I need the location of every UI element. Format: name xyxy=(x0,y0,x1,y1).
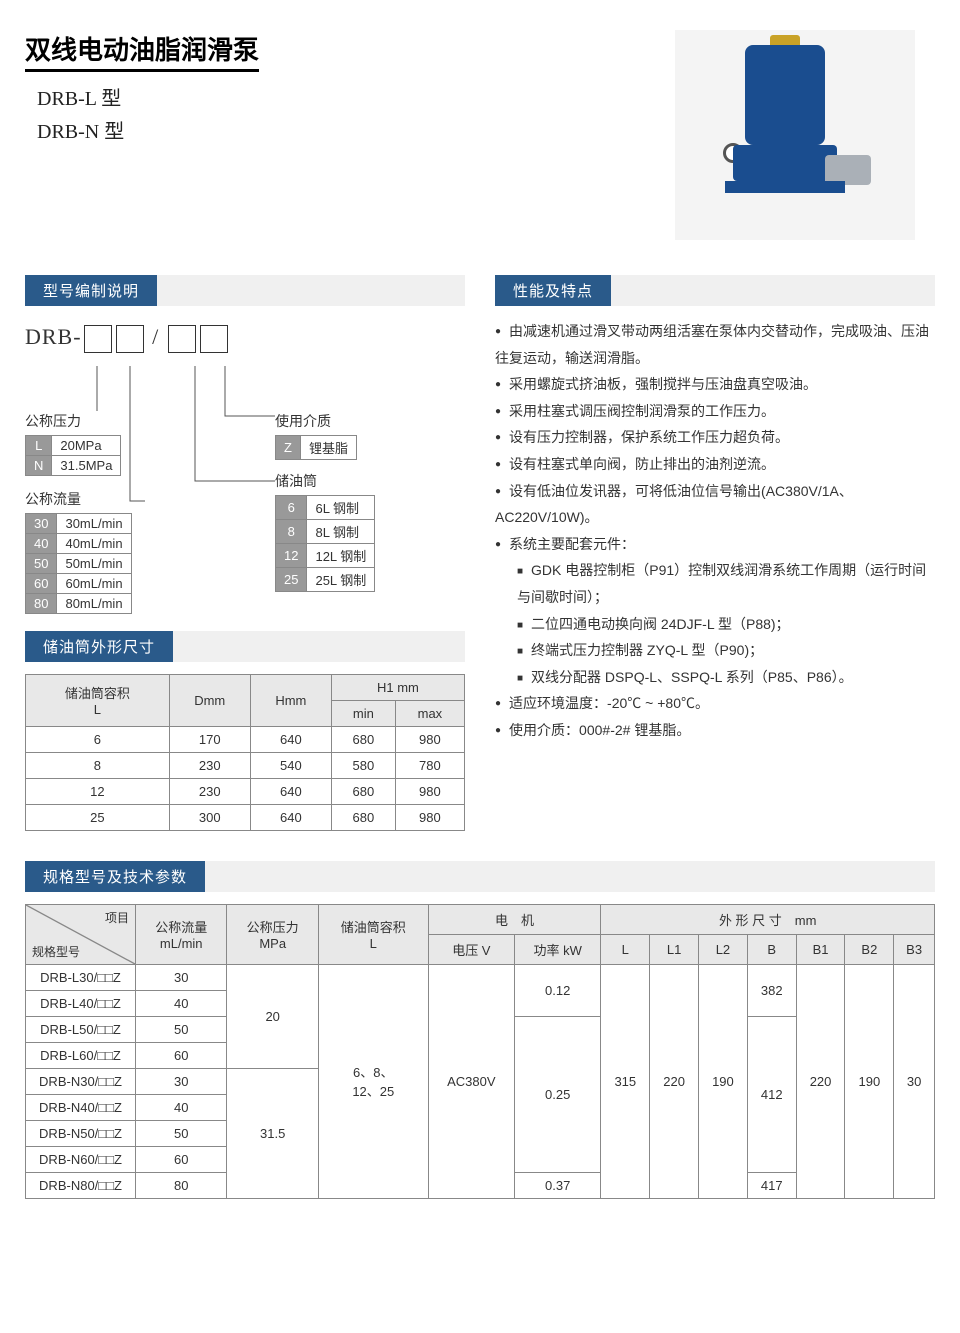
features-list: 由减速机通过滑叉带动两组活塞在泵体内交替动作，完成吸油、压油往复运动，输送润滑脂… xyxy=(495,318,935,744)
features-sublist: GDK 电器控制柜（P91）控制双线润滑系统工作周期（运行时间与间歇时间）； 二… xyxy=(517,557,935,690)
feature-item: 采用柱塞式调压阀控制润滑泵的工作压力。 xyxy=(495,398,935,425)
feature-item: 设有压力控制器，保护系统工作压力超负荷。 xyxy=(495,424,935,451)
section-dim-label: 储油筒外形尺寸 xyxy=(25,631,173,662)
section-features: 性能及特点 xyxy=(495,275,935,306)
diag-connectors xyxy=(25,361,465,611)
feature-item: 设有低油位发讯器，可将低油位信号输出(AC380V/1A、AC220V/10W)… xyxy=(495,478,935,531)
model-code-pattern: DRB- / xyxy=(25,324,465,353)
feature-sub-item: 二位四通电动换向阀 24DJF-L 型（P88)； xyxy=(517,611,935,638)
feature-item: 系统主要配套元件： GDK 电器控制柜（P91）控制双线润滑系统工作周期（运行时… xyxy=(495,531,935,691)
subtitle-2: DRB-N 型 xyxy=(37,115,259,144)
section-spec: 规格型号及技术参数 xyxy=(25,861,935,892)
section-dim: 储油筒外形尺寸 xyxy=(25,631,465,662)
feature-item: 适应环境温度：-20℃ ~ +80℃。 xyxy=(495,690,935,717)
section-model-code-label: 型号编制说明 xyxy=(25,275,157,306)
feature-item: 设有柱塞式单向阀，防止排出的油剂逆流。 xyxy=(495,451,935,478)
feature-sub-item: 终端式压力控制器 ZYQ-L 型（P90)； xyxy=(517,637,935,664)
dim-table: 储油筒容积 L Dmm Hmm H1 mm minmax 61706406809… xyxy=(25,674,465,831)
feature-sub-item: GDK 电器控制柜（P91）控制双线润滑系统工作周期（运行时间与间歇时间）； xyxy=(517,557,935,610)
product-image xyxy=(675,30,915,240)
model-code-diagram: 公称压力 L20MPa N31.5MPa 公称流量 3030mL/min 404… xyxy=(25,361,465,611)
header-row: 双线电动油脂润滑泵 DRB-L 型 DRB-N 型 xyxy=(25,30,935,240)
feature-item: 采用螺旋式挤油板，强制搅拌与压油盘真空吸油。 xyxy=(495,371,935,398)
model-code-prefix: DRB- xyxy=(25,324,82,349)
spec-table: 项目 规格型号 公称流量 mL/min 公称压力 MPa 储油筒容积 L 电 机… xyxy=(25,904,935,1199)
section-model-code: 型号编制说明 xyxy=(25,275,465,306)
main-title: 双线电动油脂润滑泵 xyxy=(25,30,259,72)
subtitle-1: DRB-L 型 xyxy=(37,82,259,111)
pump-illustration xyxy=(715,35,875,235)
title-block: 双线电动油脂润滑泵 DRB-L 型 DRB-N 型 xyxy=(25,30,259,148)
spec-head-split: 项目 规格型号 xyxy=(26,904,136,964)
feature-item: 由减速机通过滑叉带动两组活塞在泵体内交替动作，完成吸油、压油往复运动，输送润滑脂… xyxy=(495,318,935,371)
feature-sub-item: 双线分配器 DSPQ-L、SSPQ-L 系列（P85、P86）。 xyxy=(517,664,935,691)
feature-item: 使用介质：000#-2# 锂基脂。 xyxy=(495,717,935,744)
section-spec-label: 规格型号及技术参数 xyxy=(25,861,205,892)
section-features-label: 性能及特点 xyxy=(495,275,611,306)
